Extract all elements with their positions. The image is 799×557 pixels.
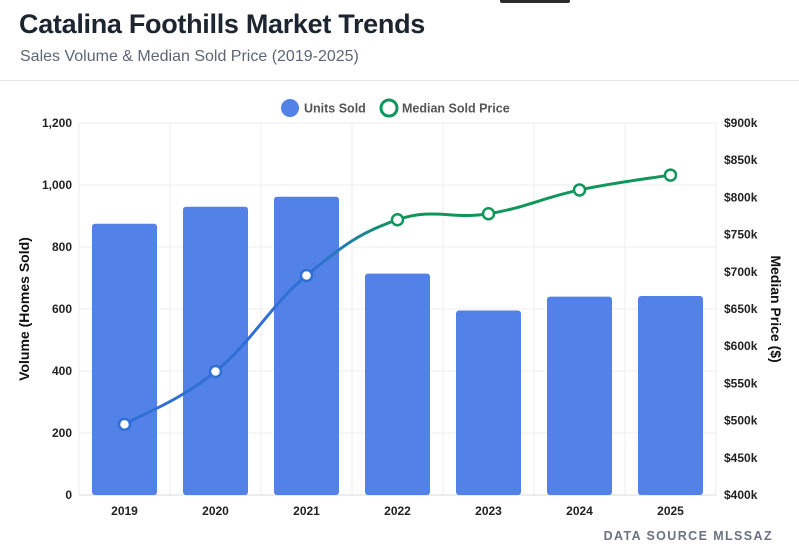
price-point-2023	[481, 207, 496, 221]
y-axis-right: $400k $450k $500k $550k $600k $650k $700k $750k…	[724, 116, 758, 502]
page-subtitle: Sales Volume & Median Sold Price (2019-2…	[20, 48, 359, 65]
y-axis-left-title: Volume (Homes Sold)	[16, 237, 32, 381]
window-handle	[500, 0, 570, 3]
page-title: Catalina Foothills Market Trends	[19, 9, 425, 39]
header-divider	[0, 80, 799, 81]
bar-units-2025	[638, 295, 703, 495]
legend[interactable]: Units Sold Median Sold Price	[281, 98, 510, 118]
bar-units-2023	[456, 310, 521, 495]
y-right-tick-label: $900k	[724, 116, 758, 130]
price-point-2022	[390, 212, 405, 227]
y-right-tick-label: $400k	[724, 488, 758, 502]
price-point-2021	[299, 268, 314, 283]
y-left-tick-label: 400	[52, 364, 72, 378]
y-right-tick-label: $600k	[724, 339, 758, 353]
x-tick-label: 2024	[566, 504, 593, 518]
x-tick-label: 2023	[475, 504, 502, 518]
bar-units-2024	[547, 296, 612, 495]
bar-series	[92, 196, 703, 495]
x-tick-label: 2022	[384, 504, 411, 518]
y-right-tick-label: $450k	[724, 451, 758, 465]
legend-price-marker[interactable]	[379, 98, 399, 118]
bar-units-2022	[365, 273, 430, 495]
y-axis-left: 0 200 400 600 800 1,000 1,200	[42, 116, 72, 502]
y-left-tick-label: 1,000	[42, 178, 72, 192]
x-axis: 2019 2020 2021 2022 2023 2024 2025	[111, 504, 684, 518]
bar-units-2020	[183, 206, 248, 495]
bar-units-2021	[274, 196, 339, 495]
y-right-tick-label: $800k	[724, 190, 758, 204]
price-point-2025	[663, 168, 678, 182]
x-tick-label: 2021	[293, 504, 320, 518]
y-left-tick-label: 1,200	[42, 116, 72, 130]
y-right-tick-label: $650k	[724, 302, 758, 316]
y-right-tick-label: $550k	[724, 376, 758, 390]
price-point-2020	[208, 364, 223, 379]
line-series	[117, 168, 678, 432]
x-tick-label: 2019	[111, 504, 138, 518]
bar-units-2019	[92, 223, 157, 495]
y-right-tick-label: $750k	[724, 228, 758, 242]
y-left-tick-label: 600	[52, 302, 72, 316]
x-tick-label: 2020	[202, 504, 229, 518]
x-tick-label: 2025	[657, 504, 684, 518]
price-point-2019	[117, 417, 132, 432]
y-right-tick-label: $700k	[724, 265, 758, 279]
y-left-tick-label: 800	[52, 240, 72, 254]
y-axis-right-title: Median Price ($)	[768, 255, 784, 362]
data-source: DATA SOURCE MLSSAZ	[603, 529, 773, 543]
price-point-2024	[572, 183, 587, 197]
legend-units-marker[interactable]	[281, 99, 299, 117]
y-left-tick-label: 200	[52, 426, 72, 440]
y-right-tick-label: $500k	[724, 414, 758, 428]
legend-units-label[interactable]: Units Sold	[304, 102, 366, 116]
y-right-tick-label: $850k	[724, 153, 758, 167]
y-left-tick-label: 0	[65, 488, 72, 502]
legend-price-label[interactable]: Median Sold Price	[402, 102, 510, 116]
